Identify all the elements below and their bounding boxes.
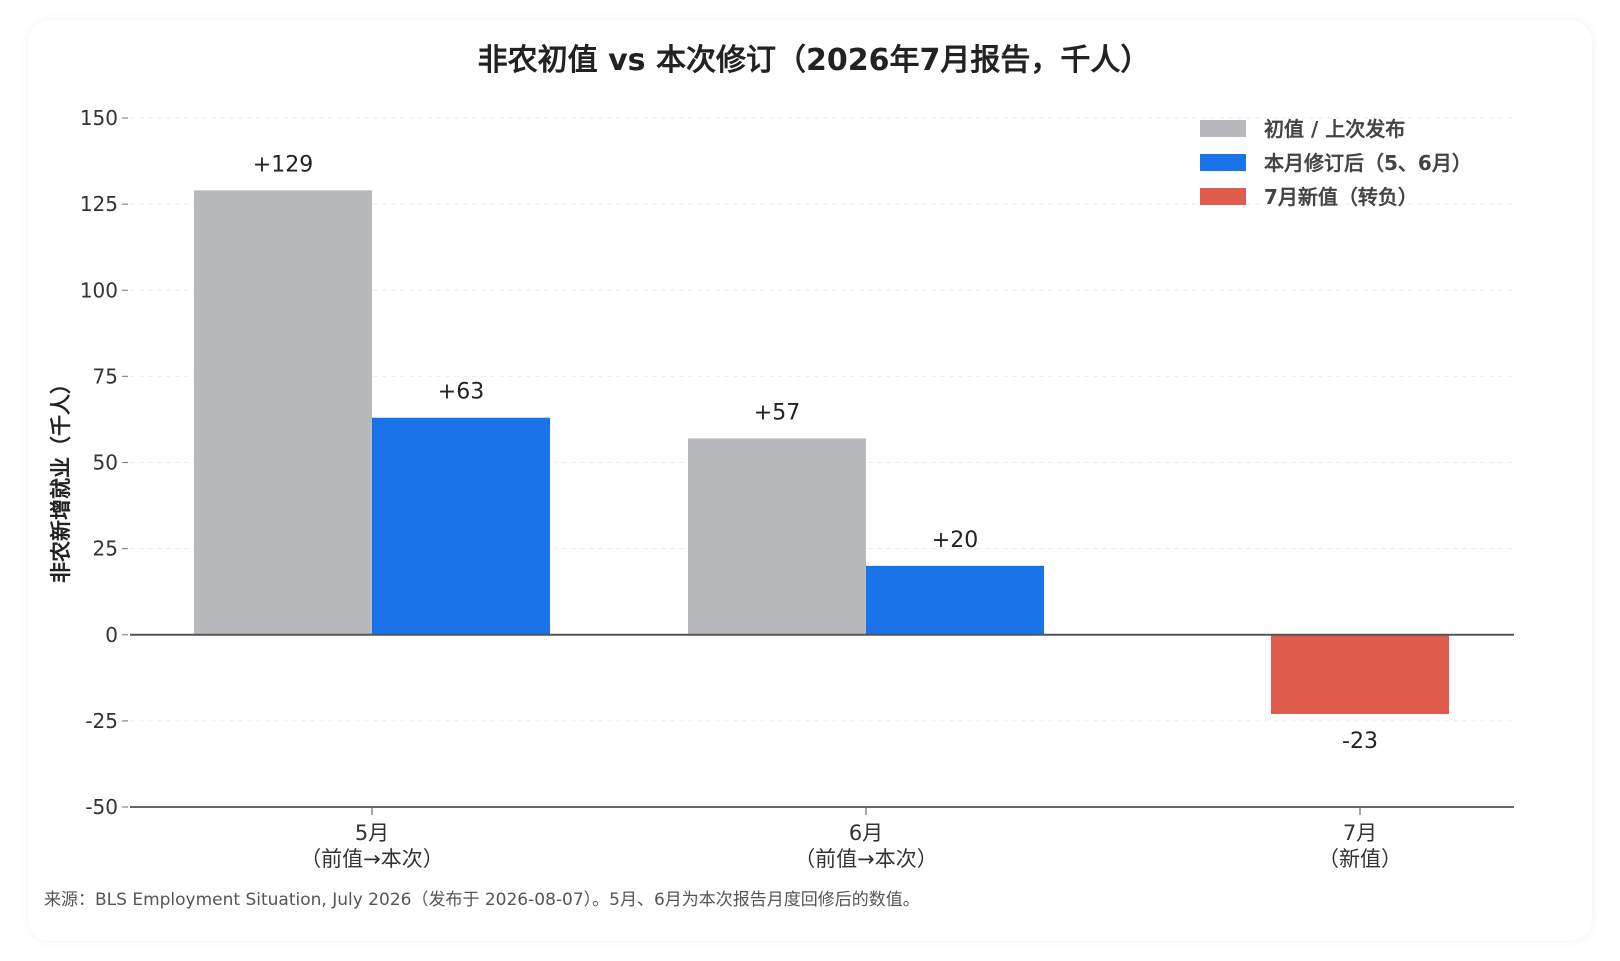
legend-swatch <box>1200 154 1246 171</box>
bars <box>194 190 1449 714</box>
legend-swatch <box>1200 120 1246 137</box>
gridlines <box>130 117 1514 722</box>
x-tick-label: 5月 <box>355 821 389 845</box>
data-label: -23 <box>1342 729 1378 754</box>
x-tick-label: （新值） <box>1318 847 1402 871</box>
y-tick-label: 0 <box>105 623 118 647</box>
axes: 1501251007550250-25-505月（前值→本次）6月（前值→本次）… <box>80 106 1514 871</box>
data-labels: +129 +57 +63 +20 -23 <box>253 152 1378 754</box>
legend-label: 本月修订后（5、6月） <box>1264 151 1472 175</box>
x-tick-label: （前值→本次） <box>794 847 938 871</box>
bar <box>688 438 866 635</box>
bar <box>194 190 372 635</box>
chart: 非农初值 vs 本次修订（2026年7月报告，千人） 150 125 100 75 50… <box>44 43 1514 910</box>
bar <box>866 565 1044 635</box>
bar <box>1271 634 1449 714</box>
chart-card: 非农初值 vs 本次修订（2026年7月报告，千人） 150 125 100 75 50… <box>28 20 1592 941</box>
y-tick-label: 125 <box>80 192 118 216</box>
y-tick-label: 50 <box>93 451 118 475</box>
data-label: +129 <box>253 152 313 177</box>
data-label: +20 <box>932 528 978 553</box>
data-label: +63 <box>438 380 484 405</box>
x-tick-label: （前值→本次） <box>300 847 444 871</box>
y-tick-label: 150 <box>80 106 118 130</box>
y-tick-label: 75 <box>93 364 118 388</box>
source-note: 来源：BLS Employment Situation, July 2026（发… <box>44 890 920 910</box>
y-tick-label: -25 <box>85 709 118 733</box>
legend-label: 初值 / 上次发布 <box>1264 117 1405 141</box>
y-tick-label: -50 <box>85 795 118 819</box>
x-tick-label: 6月 <box>849 821 883 845</box>
legend-swatch <box>1200 188 1246 205</box>
data-label: +57 <box>754 400 800 425</box>
y-tick-label: 100 <box>80 278 118 302</box>
x-tick-label: 7月 <box>1343 821 1377 845</box>
legend-label: 7月新值（转负） <box>1264 185 1418 209</box>
chart-title: 非农初值 vs 本次修订（2026年7月报告，千人） <box>478 43 1151 78</box>
y-axis-title: 非农新增就业（千人） <box>49 373 73 583</box>
y-tick-label: 25 <box>93 537 118 561</box>
bar <box>372 417 550 635</box>
